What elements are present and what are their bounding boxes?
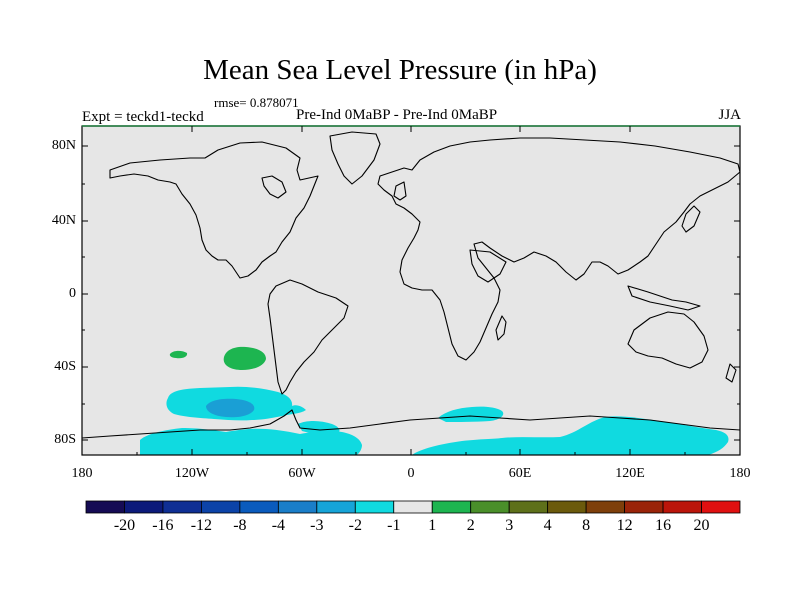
- lat-label-40s: 40S: [54, 359, 76, 374]
- lon-label-180e: 180: [729, 466, 751, 481]
- colorbar-label: -4: [271, 517, 286, 534]
- coastline-hudson-bay: [261, 175, 287, 199]
- season-label: JJA: [718, 107, 741, 123]
- negative-anomaly-antarctic-pacific: [140, 428, 362, 455]
- colorbar-label: -12: [190, 517, 213, 534]
- rmse-label: rmse= 0.878071: [214, 95, 299, 110]
- lon-label-180w: 180: [71, 466, 93, 481]
- colorbar-swatch: [162, 500, 202, 514]
- lon-label-120e: 120E: [615, 466, 645, 481]
- colorbar-label: 12: [616, 517, 633, 534]
- coastline-uk: [393, 181, 407, 201]
- coastline-japan: [681, 205, 701, 233]
- colorbar-swatch: [585, 500, 625, 514]
- anomaly-fills: [140, 346, 729, 455]
- colorbar-swatch: [354, 500, 395, 514]
- strong-negative-anomaly-core: [206, 398, 255, 418]
- colorbar-label: 3: [505, 517, 514, 534]
- colorbar-swatch: [431, 500, 472, 514]
- negative-anomaly-east-indian-small: [590, 431, 610, 438]
- coastline-north-america: [109, 141, 319, 279]
- colorbar-swatch: [624, 500, 664, 514]
- colorbar-label: 16: [655, 517, 672, 534]
- colorbar-swatch: [701, 500, 741, 514]
- lon-label-60w: 60W: [288, 466, 316, 481]
- lat-label-0: 0: [69, 286, 76, 301]
- colorbar-label: -20: [113, 517, 136, 534]
- coastline-arabia: [469, 249, 507, 283]
- chart-title: Mean Sea Level Pressure (in hPa): [203, 54, 597, 86]
- colorbar-swatch: [124, 500, 164, 514]
- coastline-new-zealand: [725, 363, 737, 383]
- subtitle-label: Pre-Ind 0MaBP - Pre-Ind 0MaBP: [296, 107, 498, 123]
- colorbar-label: -2: [348, 517, 362, 534]
- coastline-greenland: [329, 131, 381, 185]
- coastline-eurasia-africa: [377, 137, 741, 361]
- colorbar-label: 2: [466, 517, 475, 534]
- colorbar-swatch: [470, 500, 510, 514]
- colorbar-swatch: [662, 500, 702, 514]
- colorbar-swatch: [547, 500, 587, 514]
- coastline-australia: [627, 311, 709, 369]
- colorbar-swatch: [239, 500, 279, 514]
- colorbar-label: -8: [233, 517, 247, 534]
- lat-label-80s: 80S: [54, 432, 76, 447]
- coastline-madagascar: [495, 315, 507, 341]
- colorbar-label: 4: [543, 517, 552, 534]
- colorbar-label: -3: [310, 517, 324, 534]
- coastline-indonesia: [627, 285, 701, 311]
- colorbar: [85, 500, 741, 514]
- coastline-south-america: [267, 279, 349, 395]
- colorbar-swatch: [201, 500, 241, 514]
- colorbar-label: 8: [582, 517, 591, 534]
- coastline-antarctica: [81, 409, 741, 439]
- colorbar-swatch: [316, 500, 356, 514]
- lon-ticks: [136, 126, 686, 455]
- lat-label-80n: 80N: [51, 138, 76, 153]
- colorbar-swatch: [277, 500, 318, 514]
- coastlines: [81, 131, 741, 439]
- positive-anomaly-south-pacific: [223, 346, 266, 370]
- colorbar-label: -16: [152, 517, 174, 534]
- lon-label-60e: 60E: [508, 466, 532, 481]
- colorbar-swatch: [85, 500, 125, 514]
- negative-anomaly-east-pacific-sector: [298, 421, 340, 435]
- colorbar-swatch: [508, 500, 549, 514]
- lon-label-0: 0: [407, 466, 415, 481]
- negative-anomaly-south-indian: [438, 406, 504, 422]
- positive-anomaly-small-patch: [169, 350, 188, 359]
- experiment-label: Expt = teckd1-teckd: [82, 109, 204, 125]
- colorbar-swatch: [393, 500, 433, 514]
- colorbar-label: 20: [693, 517, 710, 534]
- lat-label-40n: 40N: [51, 213, 76, 228]
- lat-ticks: [82, 145, 740, 441]
- lon-label-120w: 120W: [174, 466, 210, 481]
- colorbar-label: 1: [428, 517, 437, 534]
- colorbar-label: -1: [387, 517, 401, 534]
- negative-anomaly-antarctic-indian: [412, 416, 729, 455]
